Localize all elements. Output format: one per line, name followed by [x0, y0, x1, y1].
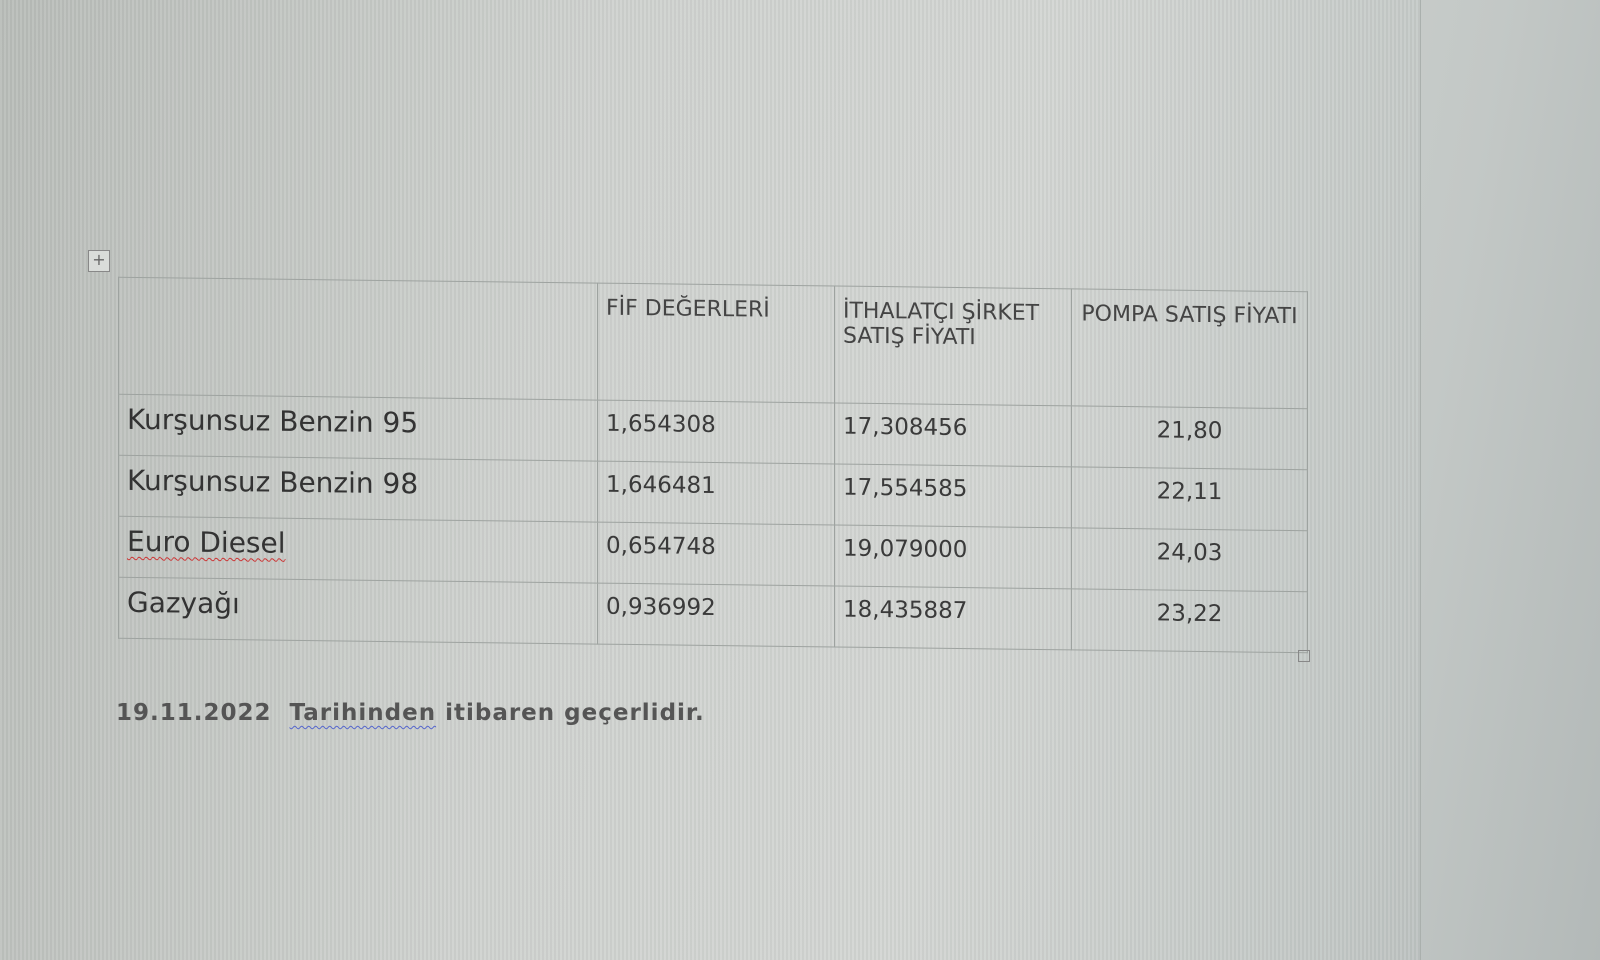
importer-price: 17,554585 — [834, 463, 1072, 528]
header-product — [118, 277, 598, 401]
table-move-handle-icon[interactable]: + — [88, 250, 110, 272]
pump-price: 21,80 — [1071, 405, 1308, 470]
table-header-row: FİF DEĞERLERİ İTHALATÇI ŞİRKET SATIŞ FİY… — [118, 277, 1308, 409]
document-page: + FİF DEĞERLERİ İTHALATÇI ŞİRKET SATIŞ F… — [0, 0, 1421, 960]
validity-note: 19.11.2022 Tarihinden itibaren geçerlidi… — [116, 700, 705, 726]
fif-value: 1,654308 — [597, 400, 835, 464]
product-name: Kurşunsuz Benzin 98 — [118, 455, 598, 523]
product-name: Gazyağı — [118, 577, 598, 645]
header-fif: FİF DEĞERLERİ — [597, 283, 835, 403]
table-resize-handle-icon[interactable] — [1298, 650, 1310, 662]
header-pump-price: POMPA SATIŞ FİYATI — [1071, 288, 1308, 409]
pump-price: 22,11 — [1071, 466, 1308, 531]
product-name: Kurşunsuz Benzin 95 — [118, 394, 598, 462]
note-date: 19.11.2022 — [116, 700, 272, 726]
note-rest: itibaren geçerlidir. — [445, 700, 705, 726]
fuel-price-table: FİF DEĞERLERİ İTHALATÇI ŞİRKET SATIŞ FİY… — [118, 277, 1308, 654]
pump-price: 24,03 — [1071, 527, 1308, 592]
note-word: Tarihinden — [289, 700, 437, 726]
fif-value: 0,936992 — [597, 583, 835, 647]
header-importer-price: İTHALATÇI ŞİRKET SATIŞ FİYATI — [834, 285, 1072, 406]
product-name-text: Euro Diesel — [127, 524, 286, 560]
pump-price: 23,22 — [1071, 588, 1308, 653]
importer-price: 19,079000 — [834, 524, 1072, 589]
fif-value: 1,646481 — [597, 461, 835, 525]
product-name: Euro Diesel — [118, 516, 598, 584]
fif-value: 0,654748 — [597, 522, 835, 586]
importer-price: 17,308456 — [834, 402, 1072, 467]
importer-price: 18,435887 — [834, 585, 1072, 650]
